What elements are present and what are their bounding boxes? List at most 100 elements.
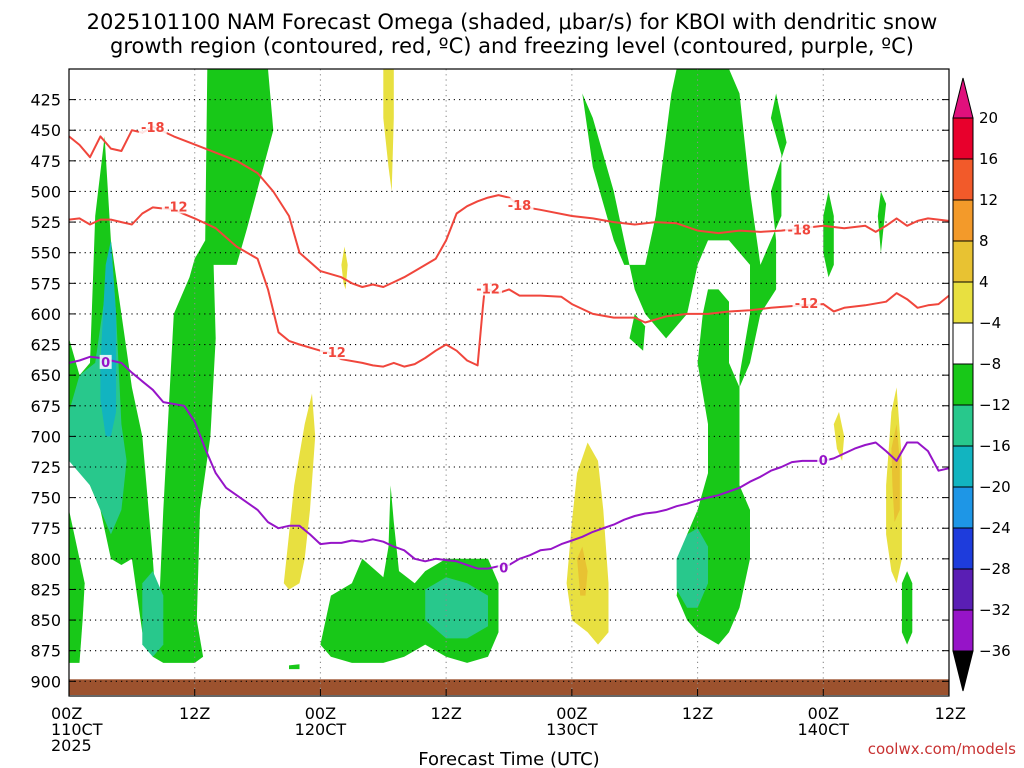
y-tick-label: 575 bbox=[30, 274, 61, 293]
omega-region-0 bbox=[69, 69, 274, 663]
contour-label-6: -12 bbox=[792, 296, 821, 312]
omega-region-14 bbox=[383, 69, 394, 192]
chart-title-line-2: growth region (contoured, red, ºC) and f… bbox=[110, 34, 914, 58]
x-tick-label: 12Z bbox=[682, 704, 713, 723]
contour-label-bg bbox=[817, 452, 830, 467]
colorbar-label-0: 20 bbox=[979, 109, 998, 127]
colorbar-label-1: 16 bbox=[979, 150, 998, 168]
contour-label-9: 0 bbox=[817, 452, 830, 469]
colorbar-swatch-6 bbox=[952, 363, 974, 406]
contour-line-2 bbox=[69, 355, 949, 570]
contour-label-1: -12 bbox=[161, 199, 190, 215]
omega-region-8 bbox=[901, 571, 913, 645]
omega-region-12 bbox=[676, 528, 708, 608]
colorbar-swatch-10 bbox=[952, 527, 974, 570]
contour-label-7: 0 bbox=[99, 354, 112, 371]
x-tick-label: 12Z bbox=[935, 704, 966, 723]
colorbar-swatch-4 bbox=[952, 281, 974, 324]
omega-region-5 bbox=[629, 313, 646, 351]
colorbar-label-3: 8 bbox=[979, 232, 989, 250]
contour-label-text: -12 bbox=[476, 282, 500, 297]
y-tick-label: 600 bbox=[30, 305, 61, 324]
x-tick-label: 12Z bbox=[430, 704, 461, 723]
colorbar-swatch-8 bbox=[952, 445, 974, 488]
contour-label-bg bbox=[792, 296, 821, 311]
colorbar-swatch-5 bbox=[952, 322, 974, 365]
x-axis-label: Forecast Time (UTC) bbox=[418, 749, 599, 768]
y-tick-label: 900 bbox=[30, 672, 61, 691]
omega-region-13 bbox=[100, 240, 117, 437]
omega-shading-layer bbox=[69, 69, 913, 670]
contour-label-bg bbox=[138, 119, 167, 134]
contour-label-text: -18 bbox=[141, 121, 165, 136]
omega-region-3 bbox=[289, 664, 300, 670]
colorbar-swatch-1 bbox=[952, 158, 974, 201]
omega-region-11 bbox=[425, 577, 488, 639]
y-tick-label: 875 bbox=[30, 642, 61, 661]
y-tick-label: 700 bbox=[30, 427, 61, 446]
colorbar-label-9: −20 bbox=[979, 478, 1011, 496]
contour-label-bg bbox=[161, 199, 190, 214]
x-tick-label: 110CT bbox=[51, 720, 103, 739]
colorbar-swatch-12 bbox=[952, 609, 974, 652]
contour-label-bg bbox=[320, 345, 349, 360]
y-tick-label: 550 bbox=[30, 244, 61, 263]
omega-region-1 bbox=[69, 509, 85, 663]
contour-label-text: -12 bbox=[795, 297, 819, 312]
colorbar-label-2: 12 bbox=[979, 191, 998, 209]
y-axis-ticks: 425 450 475 500 525 550 575 600 625 650 675 700 725 7… bbox=[30, 91, 949, 691]
y-tick-label: 750 bbox=[30, 489, 61, 508]
x-tick-label: 00Z bbox=[808, 704, 839, 723]
colorbar-swatch-11 bbox=[952, 568, 974, 611]
x-tick-label: 120CT bbox=[295, 720, 347, 739]
omega-region-16 bbox=[566, 442, 609, 645]
terrain-layer bbox=[69, 679, 949, 695]
y-tick-label: 775 bbox=[30, 519, 61, 538]
contour-label-bg bbox=[99, 354, 112, 369]
y-tick-label: 825 bbox=[30, 580, 61, 599]
grid-layer bbox=[69, 69, 949, 696]
colorbar-swatch-3 bbox=[952, 240, 974, 283]
contour-label-text: 0 bbox=[499, 562, 508, 577]
contour-label-0: -18 bbox=[138, 119, 167, 136]
y-tick-label: 475 bbox=[30, 152, 61, 171]
contour-label-bg bbox=[474, 281, 503, 296]
colorbar-label-8: −16 bbox=[979, 437, 1011, 455]
colorbar-label-12: −32 bbox=[979, 601, 1011, 619]
x-tick-label: 140CT bbox=[798, 720, 850, 739]
contour-label-4: -12 bbox=[474, 281, 503, 297]
plot-frame bbox=[68, 68, 950, 697]
contour-label-text: -18 bbox=[508, 199, 532, 214]
contour-label-bg bbox=[497, 560, 510, 575]
contour-labels-layer: -18 -12 -12 -18 -12 -18 -12 0 0 0 bbox=[99, 119, 830, 577]
y-tick-label: 650 bbox=[30, 366, 61, 385]
contour-label-2: -12 bbox=[320, 345, 349, 361]
omega-region-15 bbox=[283, 393, 316, 590]
y-tick-label: 675 bbox=[30, 397, 61, 416]
contour-label-bg bbox=[785, 222, 814, 237]
x-tick-label: 00Z bbox=[556, 704, 587, 723]
contour-label-8: 0 bbox=[497, 560, 510, 577]
omega-region-4 bbox=[571, 69, 787, 645]
contour-label-text: -18 bbox=[787, 224, 811, 239]
colorbar-label-7: −12 bbox=[979, 396, 1011, 414]
colorbar-swatch-9 bbox=[952, 486, 974, 529]
contour-label-3: -18 bbox=[505, 198, 534, 214]
y-tick-label: 525 bbox=[30, 213, 61, 232]
contour-label-text: -12 bbox=[164, 200, 188, 215]
ground-band bbox=[69, 679, 949, 695]
contour-label-text: 0 bbox=[819, 454, 828, 469]
y-tick-label: 625 bbox=[30, 336, 61, 355]
y-tick-label: 450 bbox=[30, 121, 61, 140]
omega-region-10 bbox=[142, 571, 164, 657]
omega-region-6 bbox=[823, 191, 834, 278]
colorbar-label-13: −36 bbox=[979, 642, 1011, 660]
y-tick-label: 850 bbox=[30, 611, 61, 630]
x-tick-label: 00Z bbox=[51, 704, 82, 723]
x-tick-label: 2025 bbox=[51, 736, 92, 755]
colorbar: 20 16 12 8 4 −4 −8 −12 −16 −20 −24 −28 −32 −36 bbox=[952, 77, 1011, 692]
contour-label-text: -12 bbox=[322, 346, 346, 361]
x-tick-label: 130CT bbox=[546, 720, 598, 739]
